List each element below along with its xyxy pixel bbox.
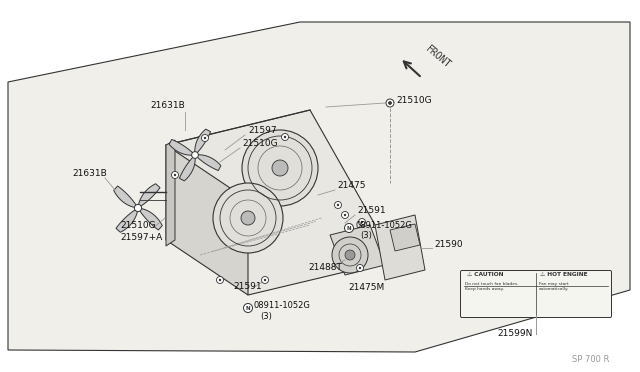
Text: FRONT: FRONT [424, 44, 453, 70]
Circle shape [262, 276, 269, 283]
Polygon shape [114, 186, 138, 208]
Text: 21510G: 21510G [242, 139, 278, 148]
Polygon shape [375, 215, 425, 280]
Circle shape [344, 214, 346, 216]
Circle shape [358, 218, 365, 225]
Text: 21631B: 21631B [150, 101, 186, 110]
Circle shape [272, 160, 288, 176]
Text: 21510G: 21510G [396, 96, 431, 105]
Text: 21597+A: 21597+A [120, 233, 163, 242]
Circle shape [388, 102, 392, 105]
Text: N: N [246, 306, 250, 311]
Circle shape [335, 202, 342, 208]
Text: 21591: 21591 [357, 206, 386, 215]
Polygon shape [179, 155, 195, 181]
Circle shape [219, 279, 221, 281]
Circle shape [359, 267, 361, 269]
Circle shape [216, 276, 223, 283]
Text: 21475: 21475 [337, 181, 365, 190]
Polygon shape [8, 22, 630, 352]
Polygon shape [166, 145, 248, 295]
Circle shape [342, 212, 349, 218]
Text: (3): (3) [360, 231, 372, 240]
Circle shape [345, 250, 355, 260]
Circle shape [284, 136, 286, 138]
Circle shape [243, 304, 253, 312]
Circle shape [191, 152, 198, 158]
Text: 21590: 21590 [434, 240, 463, 249]
Polygon shape [166, 140, 175, 246]
Text: 21475M: 21475M [348, 283, 384, 292]
Text: ⚠ CAUTION: ⚠ CAUTION [467, 272, 504, 277]
Polygon shape [195, 155, 221, 170]
Text: Do not touch fan blades.
Keep hands away.: Do not touch fan blades. Keep hands away… [465, 282, 518, 291]
Circle shape [264, 279, 266, 281]
Circle shape [282, 134, 289, 141]
Circle shape [386, 99, 394, 107]
Polygon shape [390, 224, 420, 251]
Polygon shape [195, 129, 211, 155]
Text: 21597: 21597 [248, 126, 276, 135]
Text: 21488T: 21488T [308, 263, 342, 272]
Circle shape [213, 183, 283, 253]
Circle shape [337, 204, 339, 206]
Text: Fan may start
automatically.: Fan may start automatically. [539, 282, 570, 291]
Circle shape [134, 204, 141, 212]
Polygon shape [166, 110, 395, 295]
FancyBboxPatch shape [461, 270, 611, 317]
Text: SP 700 R: SP 700 R [572, 355, 609, 364]
Circle shape [242, 130, 318, 206]
Text: 08911-1052G: 08911-1052G [355, 221, 412, 230]
Circle shape [344, 224, 353, 232]
Circle shape [204, 137, 206, 139]
Circle shape [361, 221, 364, 223]
Circle shape [332, 237, 368, 273]
Text: N: N [347, 226, 351, 231]
Circle shape [172, 171, 179, 179]
Text: 08911-1052G: 08911-1052G [254, 301, 311, 310]
Text: 21599N: 21599N [497, 329, 532, 338]
Circle shape [356, 264, 364, 272]
Circle shape [202, 135, 209, 141]
Polygon shape [330, 225, 385, 275]
Polygon shape [169, 140, 195, 155]
Text: 21591: 21591 [233, 282, 262, 291]
Circle shape [174, 174, 176, 176]
Text: 21631B: 21631B [72, 169, 107, 178]
Polygon shape [138, 184, 160, 208]
Polygon shape [116, 208, 138, 232]
Circle shape [241, 211, 255, 225]
Polygon shape [138, 208, 163, 230]
Text: ⚠ HOT ENGINE: ⚠ HOT ENGINE [540, 272, 588, 277]
Text: (3): (3) [260, 312, 272, 321]
Text: 21510G: 21510G [120, 221, 156, 230]
